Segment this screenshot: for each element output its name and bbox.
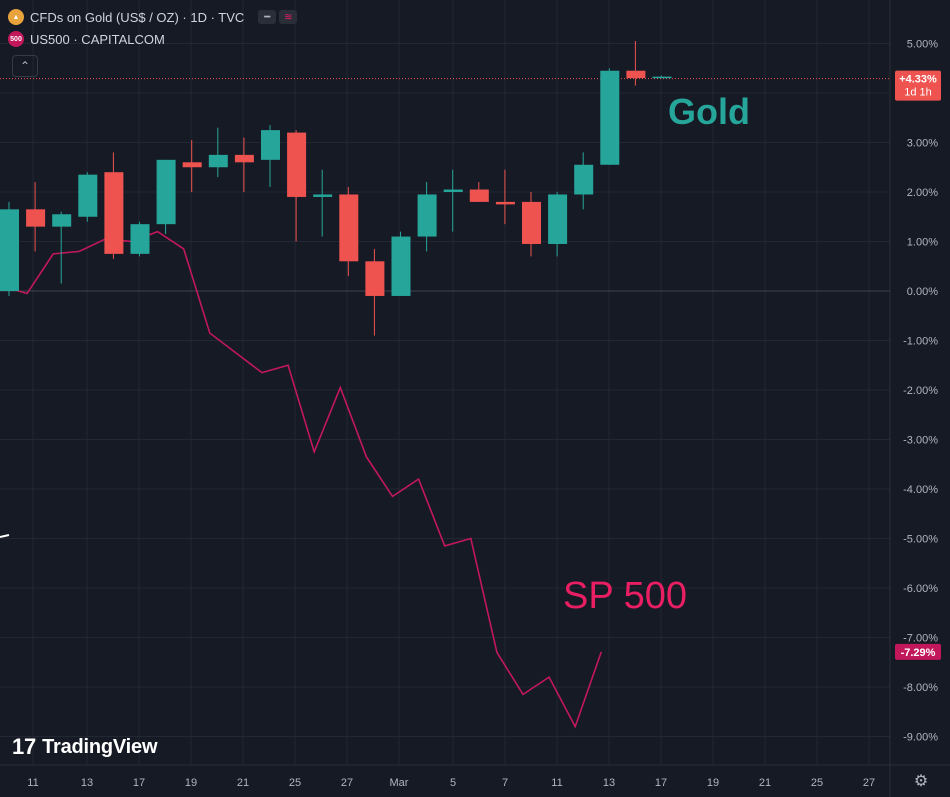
x-tick-label: 27 [341,777,353,789]
x-tick-label: 19 [707,777,719,789]
gold-candle-body[interactable] [469,189,489,202]
sp500-annotation: SP 500 [563,575,687,617]
gold-candle-body[interactable] [574,164,594,195]
y-tick-label: 0.00% [907,286,938,298]
gold-candle-body[interactable] [495,201,515,205]
y-tick-label: -8.00% [903,682,938,694]
sp500-price-label: -7.29% [901,647,936,659]
x-tick-label: 5 [450,777,456,789]
gold-candle-body[interactable] [261,130,280,160]
tradingview-logo-text: TradingView [42,735,158,758]
sp500-symbol-icon: 500 [8,31,24,47]
y-tick-label: -3.00% [903,435,938,447]
y-tick-label: -2.00% [903,385,938,397]
gold-candle-body[interactable] [104,172,124,254]
gold-candle-body[interactable] [52,214,72,227]
y-tick-label: -4.00% [903,484,938,496]
y-tick-label: -6.00% [903,583,938,595]
left-edge-marker [0,534,10,538]
x-tick-label: 27 [863,777,875,789]
sp500-price-label-bg [895,643,941,660]
x-tick-label: 7 [502,777,508,789]
gold-candle-body[interactable] [26,209,46,227]
gold-candle-body[interactable] [600,70,620,165]
legend-sp-row[interactable]: 500 US500 · CAPITALCOM [8,30,300,48]
x-tick-label: 11 [551,777,562,789]
hide-series-icon[interactable]: ━ [258,10,277,24]
gold-candle-body[interactable] [548,194,568,244]
x-tick-label: 13 [603,777,615,789]
x-tick-label: 17 [133,777,145,789]
y-tick-label: -1.00% [903,336,938,348]
gold-price-label-bg [895,70,941,101]
chart-legend: ▲ CFDs on Gold (US$ / OZ) · 1D · TVC ━ ≋… [8,8,300,52]
y-tick-label: -7.00% [903,633,938,645]
gold-candle-body[interactable] [208,154,228,168]
sp500-series-line [0,230,603,729]
gold-candle-body[interactable] [0,209,19,291]
gold-candle-body[interactable] [313,194,333,197]
gold-annotation: Gold [668,91,750,132]
tradingview-mark-icon: 17 [12,734,37,759]
x-tick-label: 21 [759,777,771,789]
gold-candle-body[interactable] [339,194,359,262]
gold-candle-body[interactable] [522,201,541,244]
gold-candle-body[interactable] [156,159,176,225]
x-tick-label: 13 [81,777,93,789]
legend-controls: ━ ≋ [258,10,300,24]
gold-candle-body[interactable] [130,224,150,254]
y-tick-label: 3.00% [907,138,938,150]
y-tick-label: 5.00% [907,39,938,51]
x-tick-label: 11 [27,777,38,789]
x-tick-label: 25 [811,777,823,789]
x-tick-label: 17 [655,777,667,789]
x-tick-label: Mar [390,777,409,789]
gold-countdown-label: 1d 1h [904,87,932,99]
gold-price-label: +4.33% [899,74,937,86]
y-tick-label: -5.00% [903,534,938,546]
gold-candle-body[interactable] [365,261,385,296]
gold-candle-body[interactable] [443,189,463,192]
legend-sp-label: US500 · CAPITALCOM [30,31,165,47]
gold-candle-body[interactable] [417,194,437,237]
tradingview-logo[interactable]: 17 TradingView [12,734,158,760]
x-tick-label: 19 [185,777,197,789]
gold-symbol-icon: ▲ [8,9,24,25]
x-tick-label: 25 [289,777,301,789]
gold-candle-body[interactable] [391,236,411,296]
legend-gold-label: CFDs on Gold (US$ / OZ) · 1D · TVC [30,9,245,25]
y-tick-label: -9.00% [903,732,938,744]
compare-icon[interactable]: ≋ [279,10,298,24]
gold-candle-body[interactable] [626,70,646,79]
chevron-up-icon[interactable]: ⌃ [12,55,38,77]
gold-candle-body[interactable] [78,174,98,217]
gold-candle-body[interactable] [182,162,202,168]
legend-gold-row[interactable]: ▲ CFDs on Gold (US$ / OZ) · 1D · TVC ━ ≋ [8,8,300,26]
gear-icon[interactable]: ⚙ [913,773,929,790]
gold-candle-body[interactable] [234,154,254,163]
gold-candle-body[interactable] [287,132,307,197]
gold-candle-body[interactable] [652,76,672,79]
y-tick-label: 2.00% [907,187,938,199]
y-tick-label: 1.00% [907,237,938,249]
x-tick-label: 21 [237,777,249,789]
